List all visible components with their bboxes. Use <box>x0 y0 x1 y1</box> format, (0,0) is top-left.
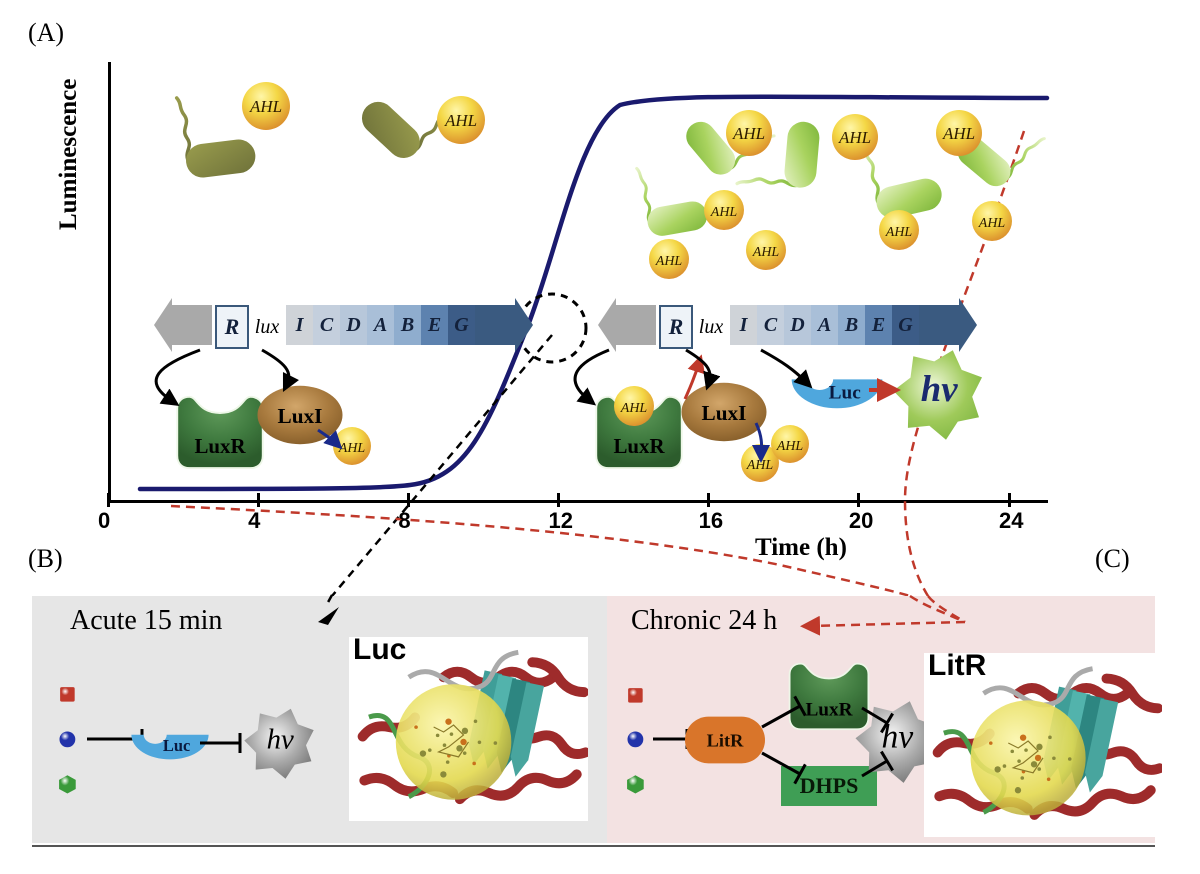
svg-text:AHL: AHL <box>942 124 975 143</box>
svg-text:LuxR: LuxR <box>194 434 246 458</box>
svg-text:hv: hv <box>881 718 913 755</box>
svg-text:AHL: AHL <box>444 111 477 130</box>
svg-text:AHL: AHL <box>620 401 648 416</box>
svg-text:AHL: AHL <box>338 441 366 456</box>
svg-text:AHL: AHL <box>752 245 780 260</box>
svg-text:AHL: AHL <box>776 439 804 454</box>
svg-text:Luc: Luc <box>163 736 190 755</box>
svg-text:AHL: AHL <box>710 205 738 220</box>
svg-text:AHL: AHL <box>732 124 765 143</box>
svg-text:LitR: LitR <box>707 731 744 751</box>
svg-text:Luc: Luc <box>829 383 862 404</box>
svg-text:LuxI: LuxI <box>278 404 323 428</box>
svg-text:hv: hv <box>266 723 293 755</box>
svg-text:AHL: AHL <box>978 216 1006 231</box>
svg-text:AHL: AHL <box>249 97 282 116</box>
svg-text:LuxI: LuxI <box>702 401 747 425</box>
svg-text:AHL: AHL <box>885 225 913 240</box>
svg-text:AHL: AHL <box>838 128 871 147</box>
svg-text:AHL: AHL <box>655 254 683 269</box>
svg-text:hv: hv <box>921 368 958 409</box>
svg-text:LuxR: LuxR <box>613 434 665 458</box>
